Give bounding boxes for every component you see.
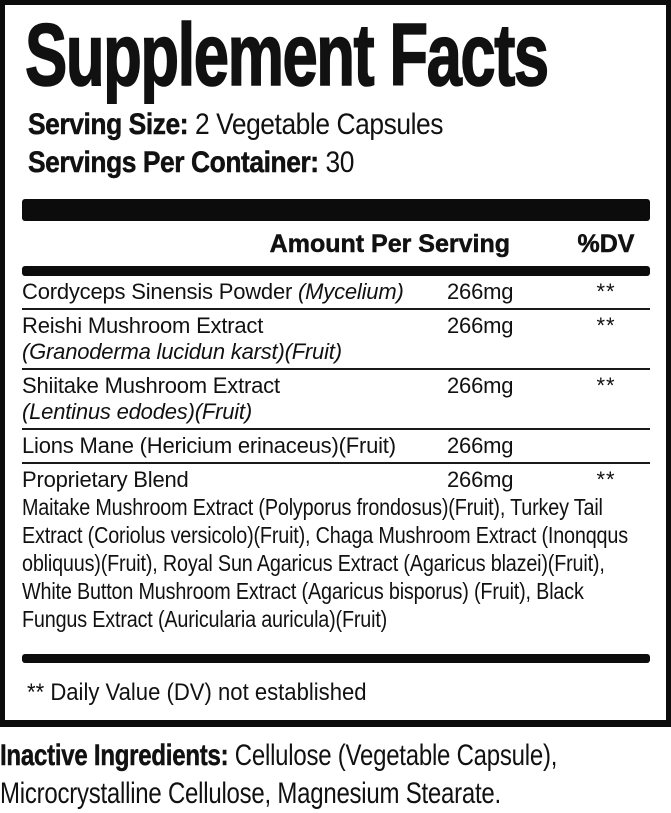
ingredient-amount: 266mg <box>447 467 514 492</box>
ingredient-amount: 266mg <box>447 433 514 458</box>
serving-size-line: Serving Size: 2 Vegetable Capsules <box>28 106 656 144</box>
table-row-lions-mane: Lions Mane (Hericium erinaceus)(Fruit) 2… <box>22 430 650 464</box>
percent-dv-header: %DV <box>577 230 635 259</box>
servings-per-container-line: Servings Per Container: 30 <box>28 144 656 182</box>
table-header-row: Amount Per Serving %DV <box>22 221 650 266</box>
serving-info: Serving Size: 2 Vegetable Capsules Servi… <box>28 106 656 181</box>
ingredient-subline: (Lentinus edodes)(Fruit) <box>22 399 252 424</box>
thick-divider-bar <box>22 199 650 221</box>
table-row-shiitake: Shiitake Mushroom Extract 266mg ** (Lent… <box>22 370 650 430</box>
ingredient-name: Cordyceps Sinensis Powder (Mycelium) <box>22 279 447 305</box>
table-row-cordyceps: Cordyceps Sinensis Powder (Mycelium) 266… <box>22 276 650 310</box>
ingredient-line: Reishi Mushroom Extract 266mg ** <box>22 313 650 339</box>
inactive-ingredients: Inactive Ingredients: Cellulose (Vegetab… <box>0 737 671 813</box>
daily-value-footnote: ** Daily Value (DV) not established <box>22 679 650 707</box>
ingredient-dv: ** <box>596 313 616 338</box>
ingredient-dv: ** <box>596 467 616 492</box>
ingredient-line: Lions Mane (Hericium erinaceus)(Fruit) 2… <box>22 433 650 459</box>
medium-divider-bar-top <box>22 266 650 276</box>
amount-per-serving-header: Amount Per Serving <box>269 230 510 259</box>
ingredient-line: Proprietary Blend 266mg ** <box>22 467 650 493</box>
table-row-reishi: Reishi Mushroom Extract 266mg ** (Granod… <box>22 310 650 370</box>
inactive-ingredients-label: Inactive Ingredients: <box>0 739 229 773</box>
supplement-facts-panel: Supplement Facts Serving Size: 2 Vegetab… <box>0 0 671 727</box>
serving-size-label: Serving Size: <box>28 108 189 142</box>
ingredient-amount: 266mg <box>447 373 514 398</box>
servings-per-container-value: 30 <box>318 145 355 179</box>
ingredient-amount: 266mg <box>447 313 514 338</box>
ingredient-line: Cordyceps Sinensis Powder (Mycelium) 266… <box>22 279 650 305</box>
ingredient-name: Reishi Mushroom Extract <box>22 313 264 338</box>
ingredient-line: Shiitake Mushroom Extract 266mg ** <box>22 373 650 399</box>
inactive-ingredients-value: Cellulose (Vegetable Capsule), Microcrys… <box>0 739 558 811</box>
page-title: Supplement Facts <box>24 5 549 104</box>
ingredient-name: Lions Mane (Hericium erinaceus)(Fruit) <box>22 433 396 458</box>
daily-value-footnote-text: ** Daily Value (DV) not established <box>27 679 367 706</box>
medium-divider-bar-bottom <box>22 654 650 663</box>
ingredient-subline: (Granoderma lucidun karst)(Fruit) <box>22 339 342 364</box>
blend-description: Maitake Mushroom Extract (Polyporus fron… <box>22 494 628 632</box>
ingredient-dv: ** <box>596 373 616 398</box>
ingredient-latin-name: (Mycelium) <box>298 279 404 304</box>
ingredient-dv: ** <box>596 279 616 304</box>
table-row-proprietary-blend: Proprietary Blend 266mg ** Maitake Mushr… <box>22 464 650 636</box>
servings-per-container-label: Servings Per Container: <box>28 145 320 179</box>
serving-size-value: 2 Vegetable Capsules <box>188 108 444 141</box>
ingredient-name: Proprietary Blend <box>22 467 189 492</box>
ingredient-name-text: Cordyceps Sinensis Powder <box>22 279 299 304</box>
ingredient-name: Shiitake Mushroom Extract <box>22 373 280 398</box>
ingredient-amount: 266mg <box>447 279 514 304</box>
